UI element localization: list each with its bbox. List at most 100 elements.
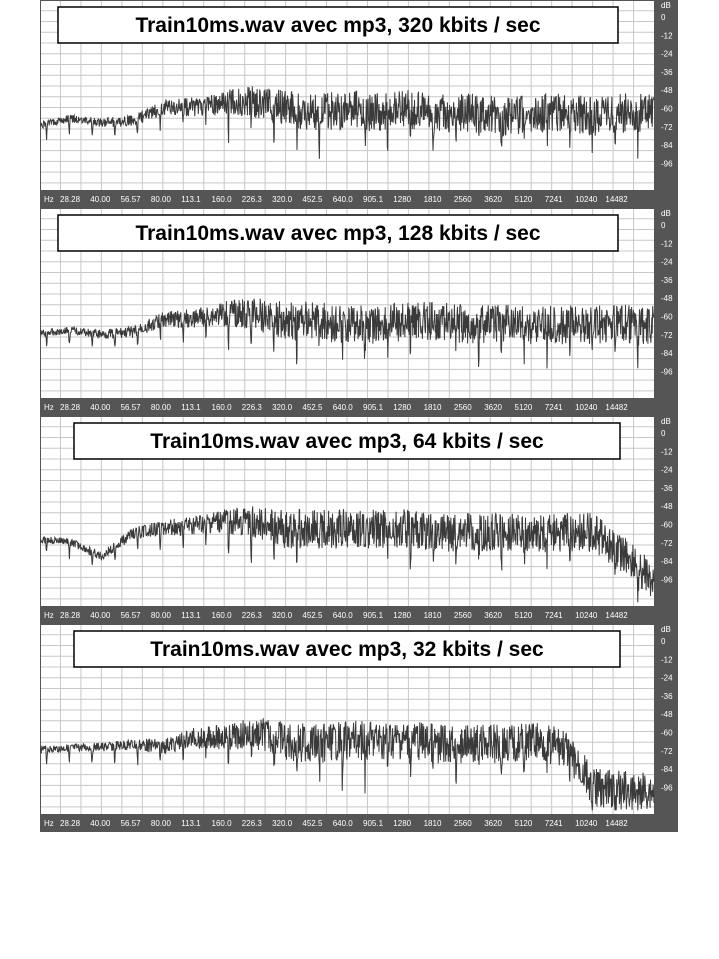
db-tick-label: -72	[661, 123, 673, 132]
spectrum-chart: dB 0 -12 -24 -36 -48 -60 -72 -84 -96 Hz 28.28 40.00 5…	[40, 208, 678, 416]
frequency-tick-label: 905.1	[363, 611, 384, 620]
db-tick-label: -24	[661, 466, 673, 475]
frequency-tick-label: 640.0	[333, 403, 354, 412]
db-unit-label: dB	[661, 209, 671, 218]
frequency-tick-label: 28.28	[60, 195, 81, 204]
db-tick-label: -96	[661, 159, 673, 168]
db-tick-label: -84	[661, 349, 673, 358]
frequency-tick-label: 226.3	[242, 819, 263, 828]
frequency-tick-label: 1280	[393, 611, 411, 620]
chart-title-box: Train10ms.wav avec mp3, 128 kbits / sec	[57, 214, 619, 252]
db-tick-label: -84	[661, 141, 673, 150]
spectrum-trace	[40, 718, 655, 811]
frequency-tick-label: 1280	[393, 819, 411, 828]
spectrum-panel-4: dB 0 -12 -24 -36 -48 -60 -72 -84 -96 Hz 28.28 40.00 5…	[40, 624, 678, 832]
db-tick-label: -12	[661, 239, 673, 248]
db-tick-label: 0	[661, 13, 666, 22]
chart-title-box: Train10ms.wav avec mp3, 32 kbits / sec	[73, 630, 621, 668]
db-unit-label: dB	[661, 1, 671, 10]
frequency-tick-label: 1810	[424, 611, 442, 620]
db-axis: dB 0 -12 -24 -36 -48 -60 -72 -84 -96	[661, 417, 673, 584]
db-tick-label: -48	[661, 710, 673, 719]
db-tick-label: 0	[661, 429, 666, 438]
db-tick-label: -36	[661, 484, 673, 493]
db-tick-label: -60	[661, 313, 673, 322]
frequency-tick-label: 640.0	[333, 611, 354, 620]
spectrum-chart: dB 0 -12 -24 -36 -48 -60 -72 -84 -96 Hz 28.28 40.00 5…	[40, 0, 678, 208]
chart-title: Train10ms.wav avec mp3, 32 kbits / sec	[150, 638, 544, 661]
db-tick-label: -12	[661, 447, 673, 456]
frequency-tick-label: 7241	[545, 195, 563, 204]
frequency-tick-label: 3620	[484, 403, 502, 412]
frequency-tick-label: 3620	[484, 611, 502, 620]
frequency-tick-label: 160.0	[212, 611, 233, 620]
chart-title: Train10ms.wav avec mp3, 64 kbits / sec	[150, 430, 544, 453]
spectrum-chart: dB 0 -12 -24 -36 -48 -60 -72 -84 -96 Hz 28.28 40.00 5…	[40, 416, 678, 624]
frequency-tick-label: 320.0	[272, 611, 293, 620]
frequency-tick-label: 160.0	[212, 195, 233, 204]
frequency-tick-label: 2560	[454, 403, 472, 412]
frequency-tick-label: 14482	[605, 819, 628, 828]
db-tick-label: -24	[661, 50, 673, 59]
db-tick-label: -72	[661, 747, 673, 756]
frequency-tick-label: 2560	[454, 611, 472, 620]
frequency-tick-label: 40.00	[90, 403, 111, 412]
frequency-tick-label: 10240	[575, 403, 598, 412]
db-tick-label: -60	[661, 729, 673, 738]
frequency-tick-label: 452.5	[302, 611, 323, 620]
frequency-tick-label: 80.00	[151, 403, 172, 412]
frequency-tick-label: 56.57	[121, 195, 142, 204]
spectrum-trace	[40, 298, 655, 369]
frequency-tick-label: 905.1	[363, 819, 384, 828]
frequency-tick-label: 905.1	[363, 195, 384, 204]
hz-unit-label: Hz	[44, 403, 54, 412]
frequency-tick-label: 2560	[454, 195, 472, 204]
frequency-tick-label: 14482	[605, 403, 628, 412]
db-axis: dB 0 -12 -24 -36 -48 -60 -72 -84 -96	[661, 1, 673, 168]
frequency-tick-label: 640.0	[333, 819, 354, 828]
frequency-tick-label: 28.28	[60, 611, 81, 620]
db-tick-label: -96	[661, 367, 673, 376]
db-tick-label: -36	[661, 692, 673, 701]
frequency-tick-label: 452.5	[302, 819, 323, 828]
frequency-tick-label: 5120	[515, 195, 533, 204]
frequency-tick-label: 10240	[575, 195, 598, 204]
frequency-axis: Hz 28.28 40.00 56.57 80.00 113.1 160.0 226.3 320…	[44, 611, 628, 620]
frequency-tick-label: 1280	[393, 195, 411, 204]
db-tick-label: -12	[661, 31, 673, 40]
frequency-tick-label: 5120	[515, 819, 533, 828]
spectrum-chart: dB 0 -12 -24 -36 -48 -60 -72 -84 -96 Hz 28.28 40.00 5…	[40, 624, 678, 832]
title-box-border	[57, 214, 619, 252]
frequency-axis: Hz 28.28 40.00 56.57 80.00 113.1 160.0 226.3 320…	[44, 819, 628, 828]
db-tick-label: -24	[661, 258, 673, 267]
db-unit-label: dB	[661, 625, 671, 634]
frequency-axis: Hz 28.28 40.00 56.57 80.00 113.1 160.0 226.3 320…	[44, 403, 628, 412]
title-box-border	[73, 422, 621, 460]
frequency-tick-label: 452.5	[302, 195, 323, 204]
db-axis: dB 0 -12 -24 -36 -48 -60 -72 -84 -96	[661, 625, 673, 792]
frequency-tick-label: 28.28	[60, 403, 81, 412]
frequency-tick-label: 113.1	[181, 195, 201, 204]
frequency-tick-label: 80.00	[151, 819, 172, 828]
title-box-border	[57, 6, 619, 44]
chart-title-box: Train10ms.wav avec mp3, 320 kbits / sec	[57, 6, 619, 44]
db-tick-label: -96	[661, 575, 673, 584]
frequency-tick-label: 80.00	[151, 195, 172, 204]
db-tick-label: -12	[661, 655, 673, 664]
frequency-tick-label: 160.0	[212, 819, 233, 828]
frequency-tick-label: 905.1	[363, 403, 384, 412]
frequency-tick-label: 10240	[575, 819, 598, 828]
spectrum-panel-1: dB 0 -12 -24 -36 -48 -60 -72 -84 -96 Hz 28.28 40.00 5…	[40, 0, 678, 208]
frequency-tick-label: 40.00	[90, 611, 111, 620]
spectrum-panel-2: dB 0 -12 -24 -36 -48 -60 -72 -84 -96 Hz 28.28 40.00 5…	[40, 208, 678, 416]
frequency-tick-label: 640.0	[333, 195, 354, 204]
db-tick-label: -24	[661, 674, 673, 683]
frequency-tick-label: 113.1	[181, 403, 201, 412]
db-tick-label: -84	[661, 557, 673, 566]
frequency-tick-label: 320.0	[272, 819, 293, 828]
frequency-tick-label: 56.57	[121, 611, 142, 620]
frequency-tick-label: 320.0	[272, 195, 293, 204]
db-tick-label: -72	[661, 539, 673, 548]
frequency-tick-label: 226.3	[242, 403, 263, 412]
frequency-tick-label: 10240	[575, 611, 598, 620]
